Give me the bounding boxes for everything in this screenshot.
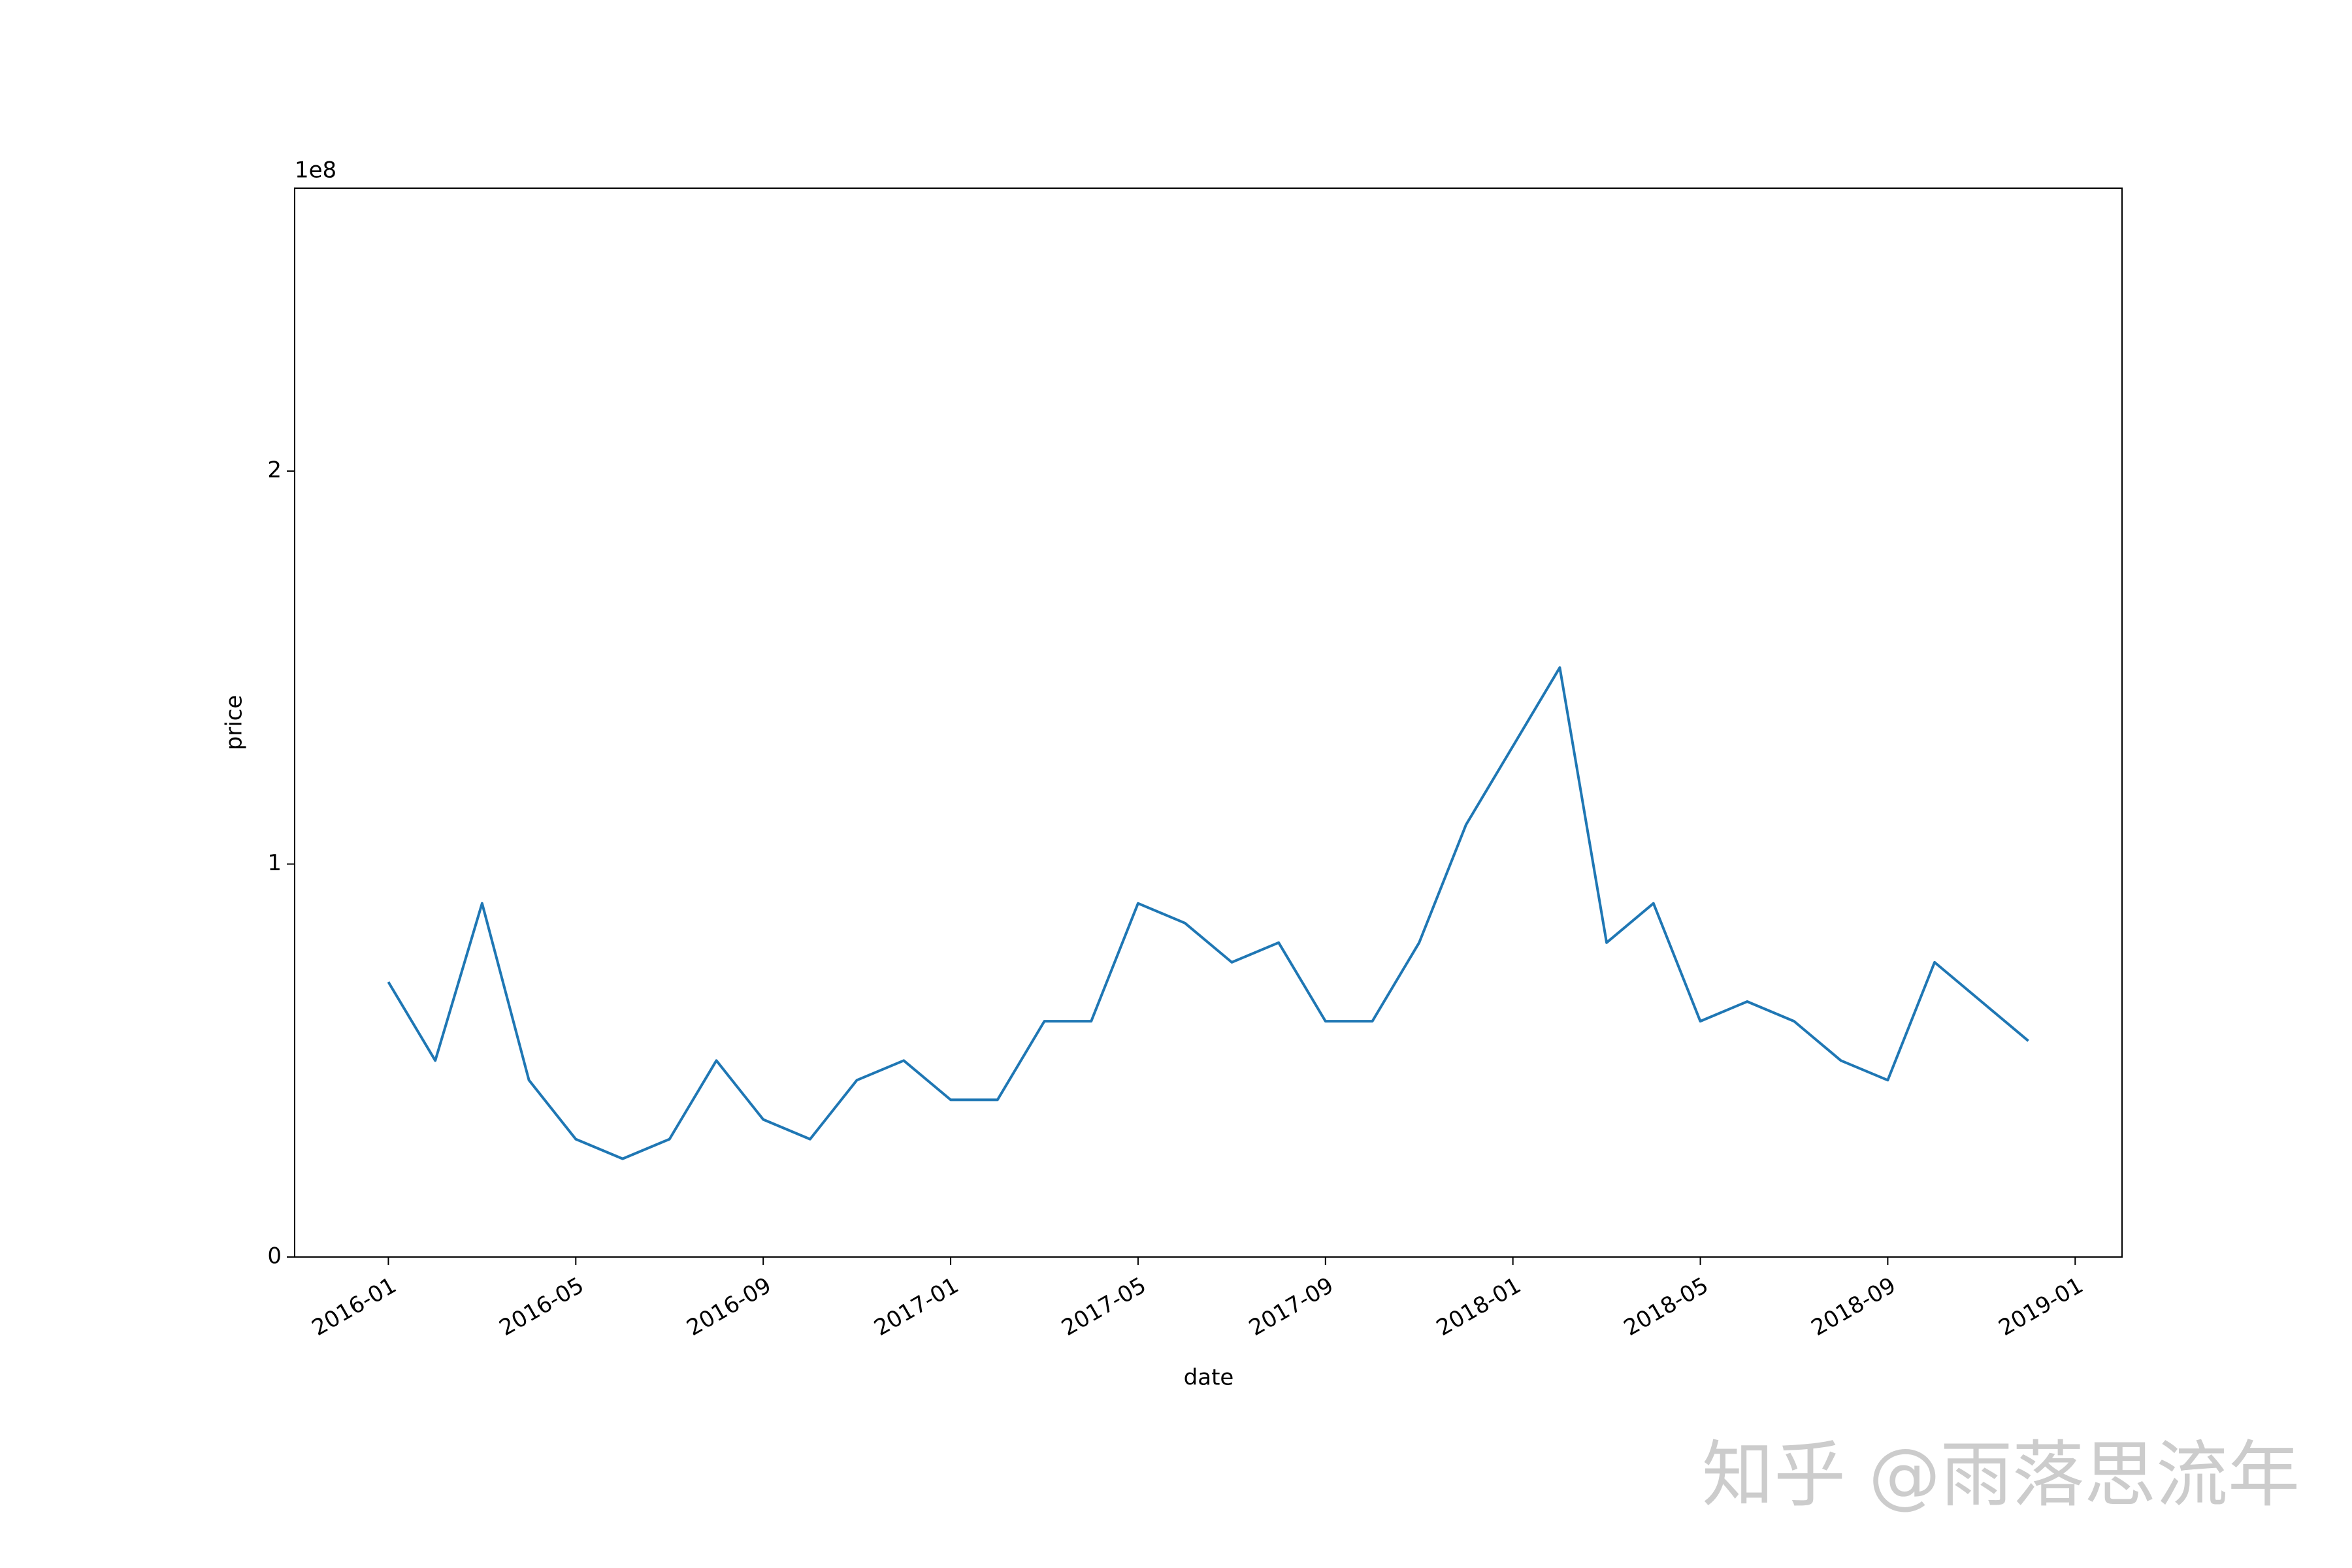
x-tick-label: 2018-01 [1432,1272,1526,1341]
price-line [387,666,2029,1160]
y-offset-label: 1e8 [295,157,336,184]
x-tick-label: 2018-09 [1807,1272,1901,1341]
y-axis-label: price [221,695,248,751]
x-tick-label: 2017-09 [1245,1272,1338,1341]
x-tick-label: 2017-05 [1057,1272,1151,1341]
x-tick-label: 2019-01 [1995,1272,2088,1341]
y-tick-label: 2 [267,457,282,483]
x-tick-label: 2016-09 [682,1272,776,1341]
y-tick-label: 1 [267,850,282,876]
x-tick-label: 2016-05 [495,1272,589,1341]
x-tick-label: 2016-01 [308,1272,401,1341]
y-tick-label: 0 [267,1243,282,1269]
x-tick-label: 2017-01 [870,1272,963,1341]
x-tick-label: 2018-05 [1620,1272,1713,1341]
plot-frame [294,188,2123,1258]
x-axis-label: date [1184,1365,1234,1391]
watermark: 知乎 @雨落思流年 [1702,1433,2300,1516]
